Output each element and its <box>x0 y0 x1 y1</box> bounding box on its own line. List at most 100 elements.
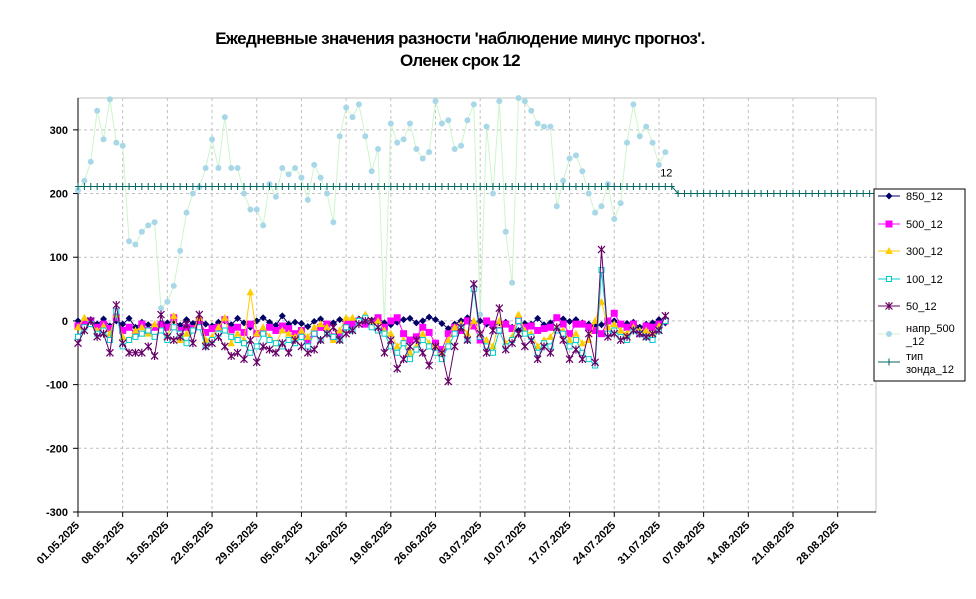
data-point <box>234 314 242 322</box>
data-point <box>578 339 587 347</box>
series-line <box>77 97 666 325</box>
data-point <box>285 337 292 344</box>
data-point <box>566 183 573 191</box>
data-point <box>418 329 427 337</box>
data-point <box>400 330 408 338</box>
data-point <box>386 336 395 345</box>
data-point <box>501 345 510 354</box>
data-point <box>138 183 145 191</box>
plot-area: 12 <box>74 95 937 386</box>
data-point <box>713 190 720 198</box>
data-point <box>496 183 503 191</box>
data-point <box>80 320 88 328</box>
data-point <box>113 183 120 191</box>
data-point <box>125 314 133 322</box>
data-point <box>738 190 745 198</box>
data-point <box>636 183 643 191</box>
data-point <box>157 183 164 191</box>
y-tick-label: 300 <box>50 125 68 137</box>
data-point <box>336 330 344 338</box>
legend-label: 100_12 <box>906 274 943 286</box>
data-point <box>572 337 579 344</box>
data-point <box>176 332 185 341</box>
data-point <box>330 333 337 340</box>
data-point <box>227 326 235 334</box>
data-point <box>463 336 472 345</box>
data-point <box>381 330 388 337</box>
data-point <box>451 330 458 337</box>
data-point <box>617 183 624 191</box>
data-point <box>272 340 279 347</box>
data-point <box>265 345 274 354</box>
data-point <box>94 107 101 114</box>
data-point <box>151 219 158 226</box>
data-point <box>189 327 196 334</box>
data-point <box>183 209 190 216</box>
data-point <box>304 183 311 191</box>
data-point <box>227 339 236 347</box>
data-point <box>553 183 560 191</box>
data-point <box>240 355 248 364</box>
data-point <box>252 329 261 337</box>
data-point <box>477 183 484 191</box>
data-point <box>630 101 637 108</box>
data-point <box>367 316 376 325</box>
data-point <box>534 326 542 334</box>
data-point <box>112 314 120 322</box>
data-point <box>304 196 311 203</box>
data-point <box>132 183 139 191</box>
data-point <box>316 336 325 345</box>
data-point <box>553 314 561 322</box>
data-point <box>335 326 344 334</box>
y-tick-label: 100 <box>50 252 68 264</box>
data-point <box>112 301 121 309</box>
legend-label-line: тип <box>906 351 923 363</box>
data-point <box>393 364 402 373</box>
data-point <box>540 325 548 333</box>
data-point <box>579 168 586 175</box>
data-point <box>489 320 497 328</box>
data-point <box>533 355 542 364</box>
data-point <box>215 165 222 172</box>
x-tick-label: 24.07.2025 <box>571 520 618 567</box>
data-point <box>636 133 643 140</box>
data-point <box>164 298 171 305</box>
data-point <box>809 190 816 198</box>
data-point <box>572 183 579 191</box>
data-point <box>260 222 267 229</box>
data-point <box>560 177 567 184</box>
data-point <box>234 183 241 191</box>
data-point <box>655 161 662 168</box>
data-point <box>323 183 330 191</box>
data-point <box>432 183 439 191</box>
data-point <box>623 323 631 331</box>
data-point <box>292 165 299 172</box>
data-point <box>470 183 477 191</box>
data-point <box>635 329 644 338</box>
data-point <box>195 310 204 319</box>
data-point <box>343 104 350 111</box>
data-point <box>546 332 555 340</box>
data-point <box>828 190 835 198</box>
data-point <box>623 332 631 341</box>
data-point <box>297 326 306 334</box>
data-point <box>719 190 726 198</box>
data-point <box>387 317 395 325</box>
data-point <box>126 183 133 191</box>
data-point <box>209 183 216 191</box>
data-point <box>119 320 127 328</box>
data-point <box>528 107 535 114</box>
data-point <box>145 327 152 334</box>
data-point <box>234 323 242 331</box>
data-point <box>342 329 351 338</box>
data-point <box>413 346 420 353</box>
data-point <box>438 319 446 327</box>
data-point <box>578 355 587 364</box>
data-point <box>681 190 688 198</box>
data-point <box>394 183 401 191</box>
legend-item: 500_12 <box>878 219 943 231</box>
data-point <box>202 328 210 336</box>
data-point <box>336 316 344 324</box>
data-point <box>611 183 618 191</box>
data-point <box>368 168 375 175</box>
